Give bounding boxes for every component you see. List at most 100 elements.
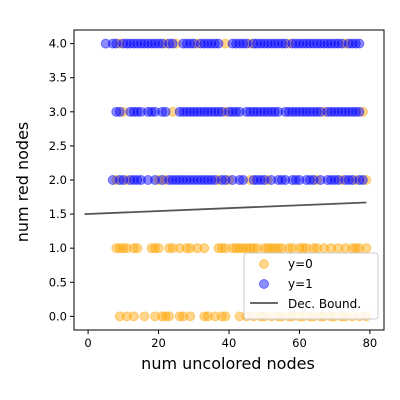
point-y0 (238, 243, 249, 254)
legend: y=0 y=1 Dec. Bound. (243, 252, 379, 320)
point-y1 (202, 38, 213, 49)
point-y1 (100, 38, 111, 49)
point-y0 (167, 243, 178, 254)
point-y1 (276, 175, 287, 185)
point-y1 (273, 38, 284, 49)
point-y1 (280, 175, 291, 185)
point-y1 (227, 106, 238, 117)
point-y1 (248, 38, 259, 49)
point-y1 (290, 106, 301, 117)
legend-label-y1: y=1 (288, 277, 313, 291)
point-y1 (206, 106, 217, 117)
point-y0 (114, 311, 125, 322)
point-y0 (164, 243, 175, 254)
decision-boundary-line (84, 201, 367, 215)
point-y1 (185, 106, 196, 117)
point-y1 (266, 38, 277, 49)
point-y0 (164, 311, 175, 322)
point-y1 (262, 38, 273, 49)
point-y1 (245, 106, 256, 117)
point-y0 (128, 243, 139, 254)
point-y1 (241, 38, 252, 49)
point-y1 (312, 106, 323, 117)
point-y1 (329, 175, 340, 185)
point-y1 (164, 38, 175, 49)
point-y1 (157, 106, 168, 117)
point-y1 (118, 175, 129, 185)
point-y1 (121, 38, 132, 49)
point-y1 (308, 106, 319, 117)
point-y1 (135, 106, 146, 117)
point-y0 (283, 38, 294, 49)
y-tick-label: 2.0 (49, 173, 67, 187)
point-y1 (181, 106, 192, 117)
point-y1 (150, 175, 161, 185)
point-y1 (167, 38, 178, 49)
point-y0 (178, 311, 189, 322)
point-y0 (227, 243, 238, 254)
point-y1 (340, 106, 351, 117)
point-y1 (174, 106, 185, 117)
point-y1 (343, 38, 354, 49)
point-y1 (209, 38, 220, 49)
point-y1 (329, 38, 340, 49)
point-y1 (107, 38, 118, 49)
point-y0 (216, 311, 227, 322)
point-y0 (121, 243, 132, 254)
point-y0 (132, 243, 143, 254)
point-y1 (195, 38, 206, 49)
point-y1 (153, 38, 164, 49)
point-y0 (114, 38, 125, 49)
point-y1 (209, 106, 220, 117)
y-tick-label: 0.5 (49, 275, 67, 289)
point-y1 (273, 175, 284, 185)
point-y1 (287, 175, 298, 185)
point-y1 (287, 38, 298, 49)
point-y1 (195, 106, 206, 117)
point-y1 (118, 38, 129, 49)
point-y0 (357, 106, 368, 117)
point-y1 (305, 106, 316, 117)
point-y1 (301, 175, 312, 185)
point-y1 (354, 175, 365, 185)
y-tick-label: 4.0 (49, 37, 67, 51)
point-y0 (171, 38, 182, 49)
point-y1 (283, 106, 294, 117)
point-y0 (160, 311, 171, 322)
point-y0 (319, 106, 330, 117)
point-y1 (224, 106, 234, 117)
point-y1 (216, 175, 227, 185)
point-y0 (216, 243, 227, 254)
point-y1 (297, 38, 308, 49)
point-y0 (224, 175, 234, 185)
point-y1 (231, 106, 242, 117)
point-y1 (241, 106, 252, 117)
point-y1 (252, 175, 263, 185)
point-y1 (294, 38, 305, 49)
point-y1 (326, 106, 337, 117)
point-y1 (259, 175, 270, 185)
point-y1 (287, 106, 298, 117)
point-y1 (157, 38, 168, 49)
x-tick-label: 0 (84, 336, 91, 350)
point-y0 (118, 243, 129, 254)
point-y1 (294, 106, 305, 117)
point-y1 (266, 106, 277, 117)
point-y0 (350, 175, 361, 185)
x-tick-label: 80 (363, 336, 378, 350)
point-y1 (322, 38, 333, 49)
point-y0 (150, 243, 161, 254)
point-y1 (142, 106, 153, 117)
point-y1 (305, 38, 316, 49)
point-y1 (308, 175, 319, 185)
point-y0 (361, 175, 372, 185)
point-y1 (329, 106, 340, 117)
point-y1 (139, 38, 150, 49)
point-y1 (213, 106, 224, 117)
point-y1 (125, 38, 136, 49)
y-tick-label: 0.0 (49, 309, 67, 323)
point-y0 (153, 175, 164, 185)
point-y1 (185, 38, 196, 49)
